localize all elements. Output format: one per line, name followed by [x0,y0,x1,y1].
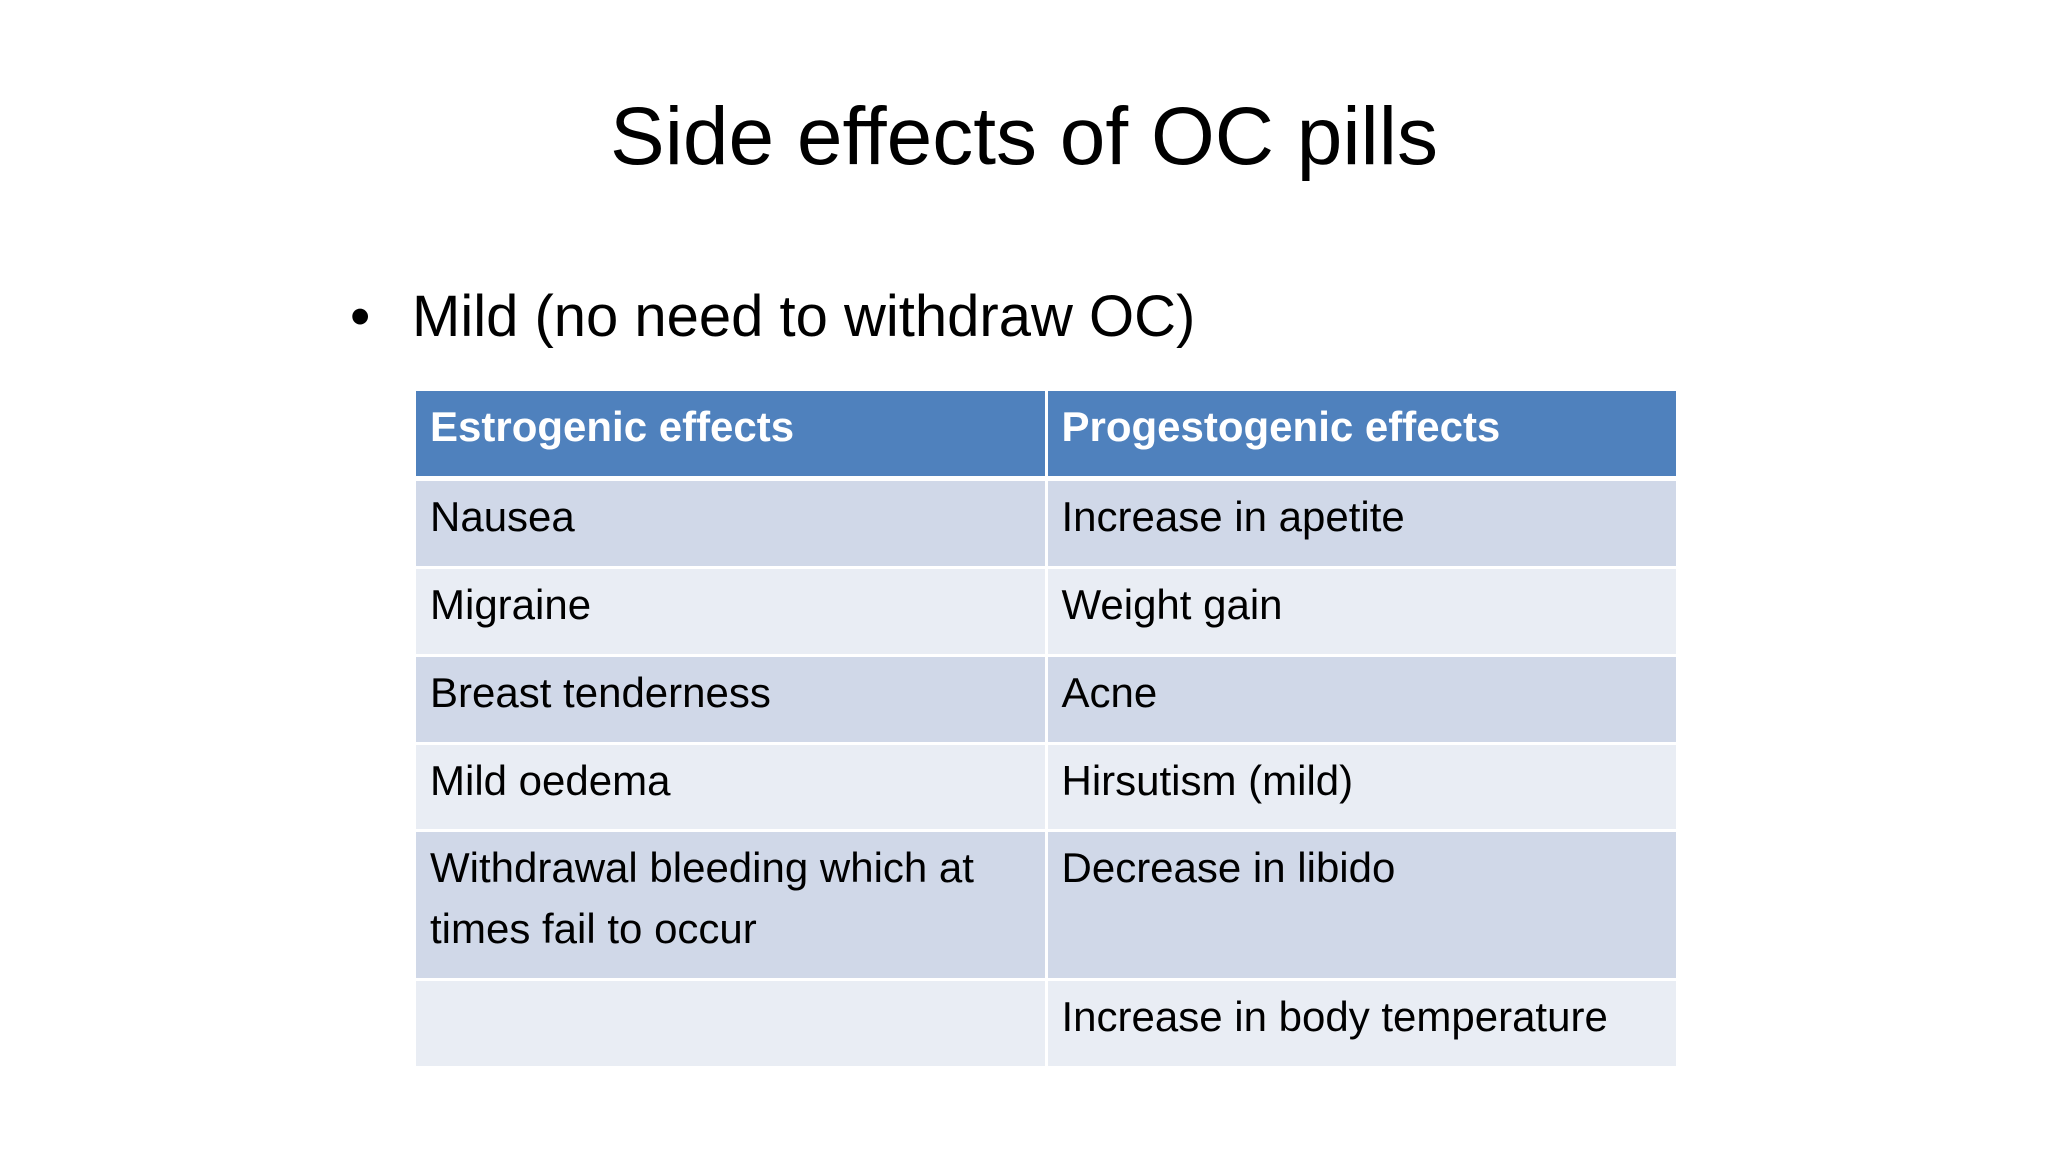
effects-table: Estrogenic effects Progestogenic effects … [413,388,1679,1070]
table-cell: Migraine [413,565,1048,657]
table-cell: Breast tenderness [413,653,1048,745]
table-cell: Weight gain [1044,565,1679,657]
table-cell: Decrease in libido [1044,829,1679,982]
slide-title: Side effects of OC pills [610,91,1438,182]
header-cell: Estrogenic effects [413,388,1048,481]
table-cell [413,978,1048,1070]
table-cell: Withdrawal bleeding which at times fail … [413,829,1048,982]
bullet-dot: • [350,284,371,349]
table-row: Nausea Increase in apetite [413,476,1679,569]
table-row: Withdrawal bleeding which at times fail … [413,829,1679,982]
table-cell: Increase in body temperature [1044,978,1679,1070]
table-row: Mild oedema Hirsutism (mild) [413,741,1679,833]
table-row: Breast tenderness Acne [413,653,1679,745]
table-cell: Mild oedema [413,741,1048,833]
table-row: Increase in body temperature [413,978,1679,1070]
header-row: Estrogenic effects Progestogenic effects [413,388,1679,481]
table-cell: Increase in apetite [1044,476,1679,569]
table-row: Migraine Weight gain [413,565,1679,657]
table-cell: Nausea [413,476,1048,569]
header-cell: Progestogenic effects [1044,388,1679,481]
bullet-text: Mild (no need to withdraw OC) [412,284,1196,349]
table-cell: Acne [1044,653,1679,745]
table-cell: Hirsutism (mild) [1044,741,1679,833]
